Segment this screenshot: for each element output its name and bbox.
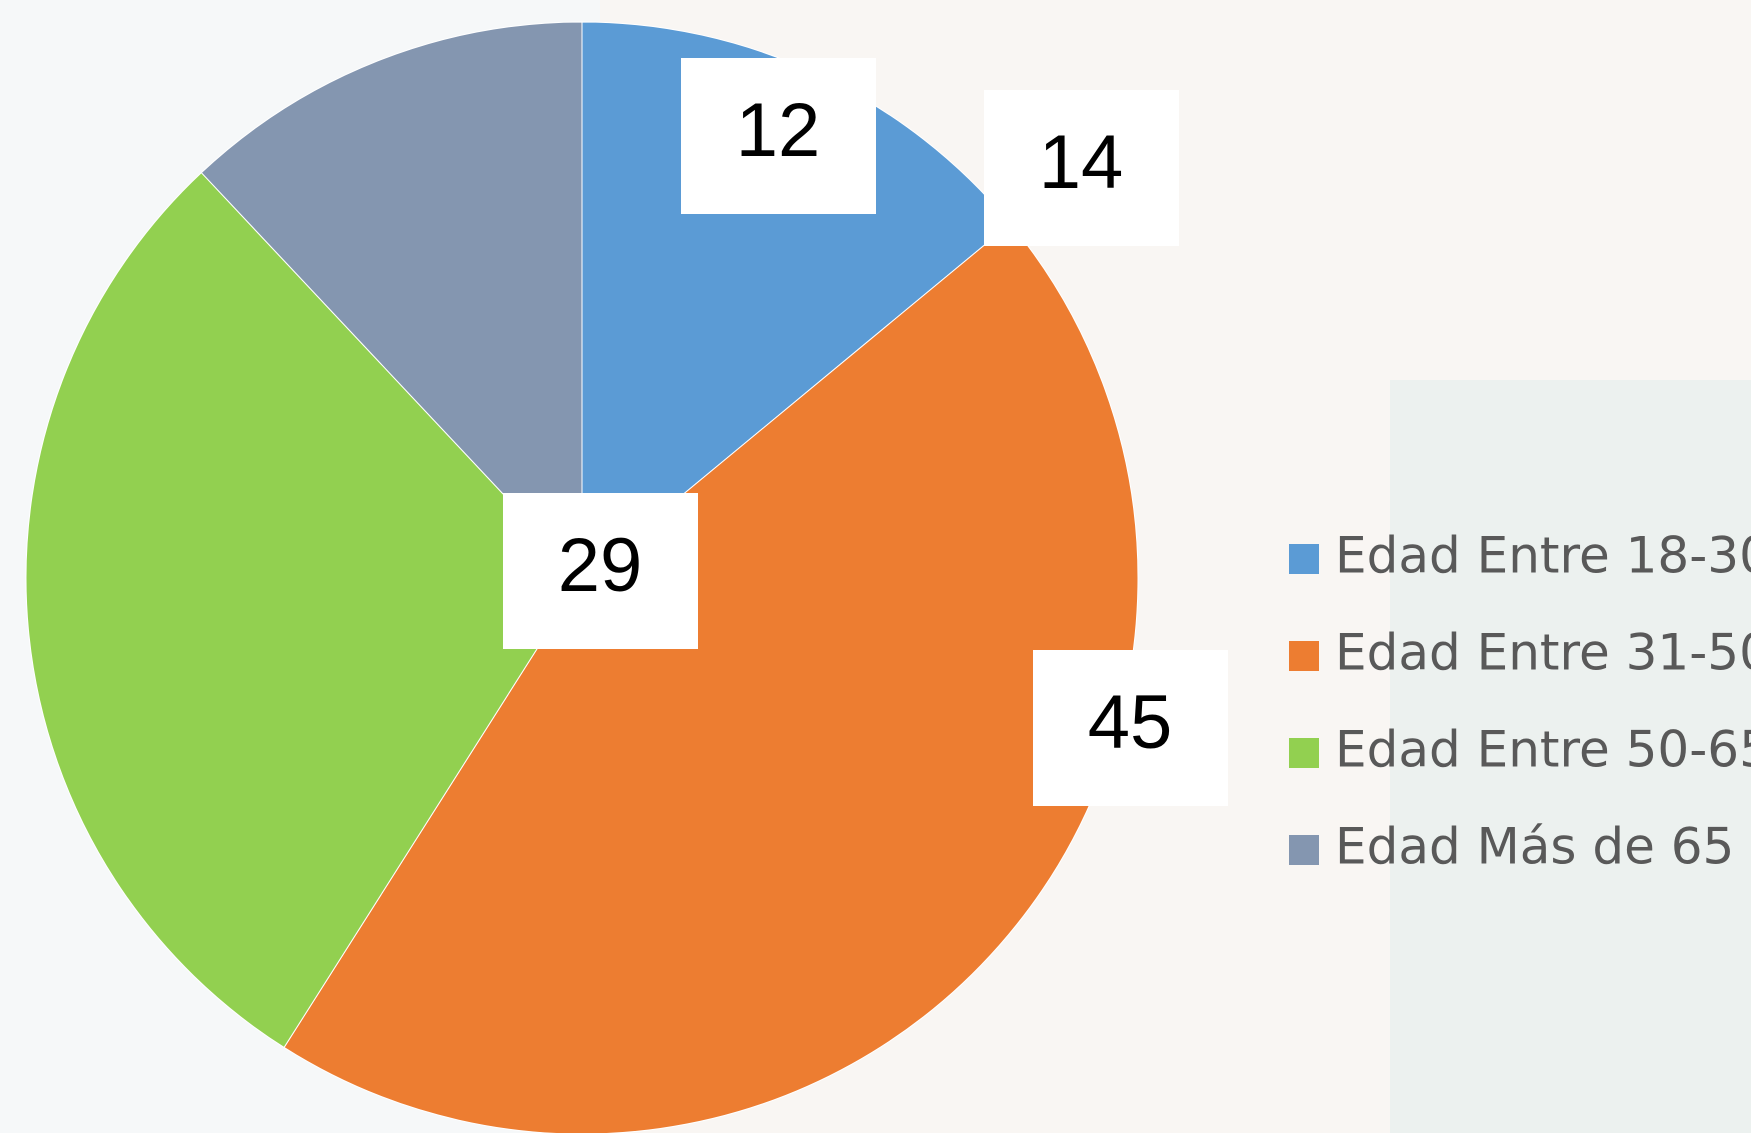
data-label-box <box>984 90 1179 246</box>
legend-label: Edad Entre 18-30 <box>1335 527 1751 585</box>
pie-slice <box>283 222 1139 1133</box>
data-label: 45 <box>1088 680 1173 765</box>
data-label: 12 <box>736 88 821 173</box>
legend-label: Edad Entre 31-50 <box>1335 624 1751 682</box>
legend-marker <box>1289 544 1319 574</box>
legend-marker <box>1289 641 1319 671</box>
data-label-box <box>681 58 876 214</box>
data-label-box <box>503 493 698 649</box>
pie-slice <box>200 21 583 580</box>
legend-marker <box>1289 738 1319 768</box>
data-label-box <box>1033 650 1228 806</box>
legend-marker <box>1289 835 1319 865</box>
data-label: 29 <box>558 523 643 608</box>
legend-label: Edad Entre 50-65 <box>1335 721 1751 779</box>
background-illustration <box>1390 380 1751 1133</box>
legend-label: Edad Más de 65 <box>1335 818 1734 876</box>
pie-slice <box>25 171 583 1049</box>
data-label: 14 <box>1039 120 1124 205</box>
